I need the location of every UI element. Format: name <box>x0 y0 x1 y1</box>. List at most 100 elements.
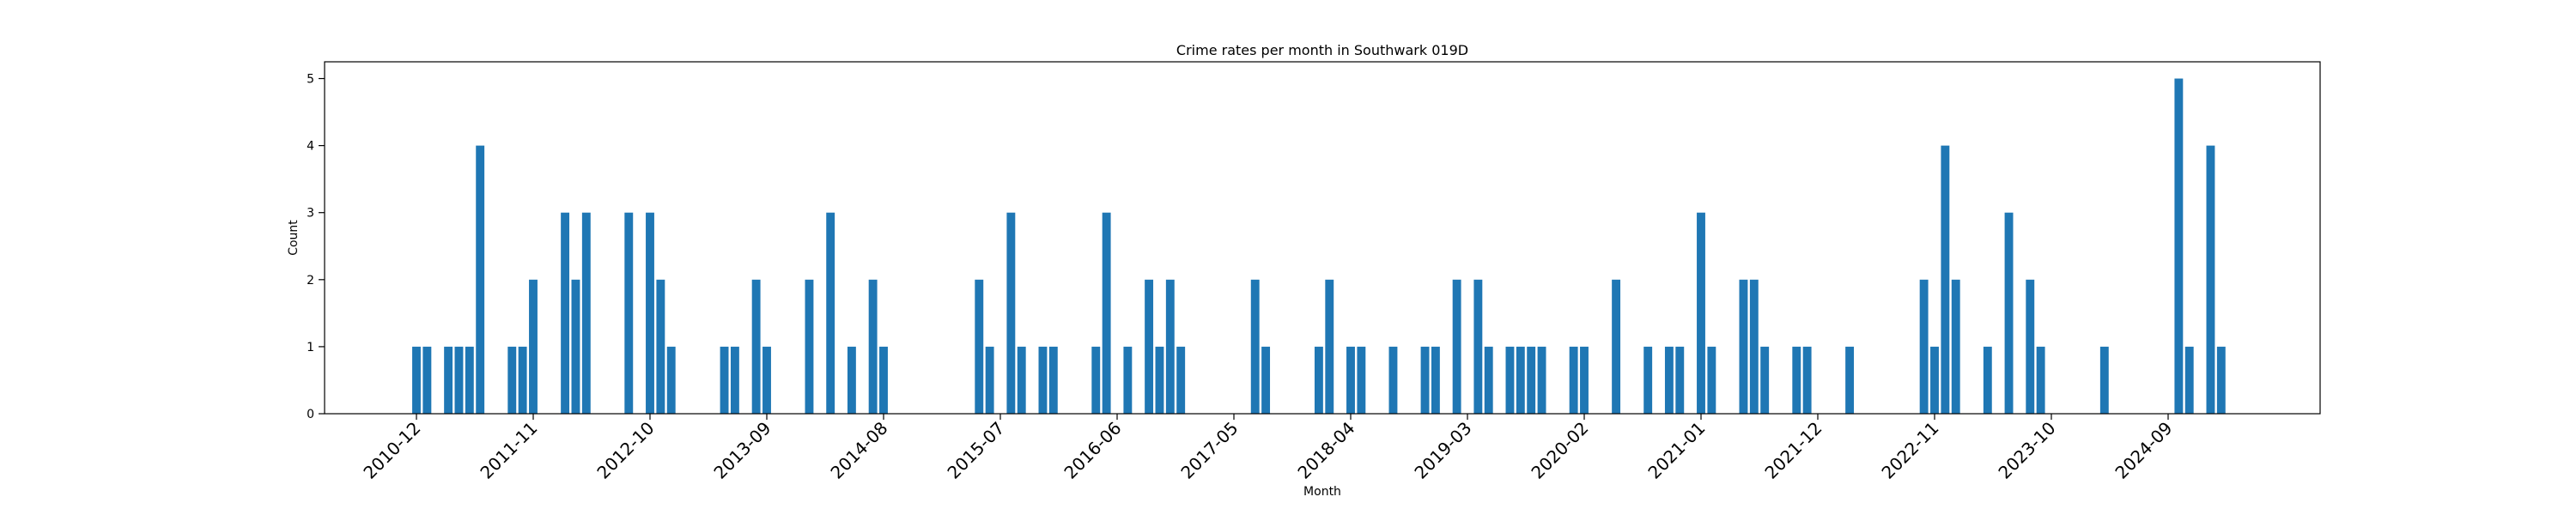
y-tick-label: 3 <box>307 207 314 221</box>
x-tick-label: 2016-06 <box>1060 418 1125 483</box>
bar <box>868 279 878 414</box>
bar <box>561 212 570 414</box>
bar <box>624 212 634 414</box>
bar <box>847 346 856 414</box>
bar <box>1612 279 1621 414</box>
bar <box>656 279 665 414</box>
bar <box>2004 212 2014 414</box>
bar <box>1325 279 1334 414</box>
y-axis-label: Count <box>287 220 301 256</box>
bar <box>975 279 984 414</box>
bar <box>1357 346 1366 414</box>
bar <box>1048 346 1058 414</box>
bar <box>666 346 676 414</box>
bar <box>1930 346 1939 414</box>
x-tick-label: 2010-12 <box>359 418 424 483</box>
bar <box>720 346 729 414</box>
bar <box>571 279 580 414</box>
bar <box>581 212 591 414</box>
bar <box>1537 346 1546 414</box>
bar <box>1388 346 1398 414</box>
bar <box>2099 346 2109 414</box>
bar <box>826 212 835 414</box>
bar <box>985 346 994 414</box>
bar <box>1569 346 1578 414</box>
chart-title: Crime rates per month in Southwark 019D <box>1176 42 1468 58</box>
x-tick-label: 2021-12 <box>1760 418 1826 483</box>
bar <box>762 346 771 414</box>
bar <box>646 212 654 414</box>
x-tick-label: 2012-10 <box>592 418 658 483</box>
bar <box>1006 212 1016 414</box>
x-tick-label: 2017-05 <box>1176 418 1242 483</box>
bar <box>2206 145 2215 414</box>
bar <box>1845 346 1855 414</box>
plot-frame <box>324 61 2321 415</box>
bar <box>476 145 485 414</box>
bar <box>1739 279 1748 414</box>
bar <box>1431 346 1440 414</box>
x-tick-label: 2024-09 <box>2111 418 2176 483</box>
bar <box>1707 346 1716 414</box>
bar <box>1749 279 1759 414</box>
bar <box>1697 212 1705 414</box>
x-tick-label: 2014-08 <box>826 418 891 483</box>
bar <box>1176 346 1186 414</box>
y-tick-label: 1 <box>307 341 314 354</box>
bar <box>1527 346 1536 414</box>
x-tick-label: 2013-09 <box>709 418 775 483</box>
y-tick-label: 5 <box>307 73 314 87</box>
x-axis: 2010-12 2011-11 2012-10 2013-09 2014-08 2015-… <box>359 414 2177 483</box>
bar <box>444 346 453 414</box>
bar <box>529 279 538 414</box>
bar <box>1675 346 1685 414</box>
bar <box>1145 279 1154 414</box>
y-axis: 0 1 2 3 4 5 <box>307 73 325 421</box>
x-tick-label: 2020-02 <box>1527 418 1592 483</box>
x-tick-label: 2022-11 <box>1877 418 1942 483</box>
bar <box>2036 346 2045 414</box>
x-tick-label: 2011-11 <box>476 418 541 483</box>
bar <box>1123 346 1133 414</box>
bar <box>1941 145 1950 414</box>
bar <box>1102 212 1111 414</box>
bar <box>1792 346 1801 414</box>
bar <box>879 346 888 414</box>
bar <box>518 346 527 414</box>
bar <box>1165 279 1175 414</box>
bar <box>1452 279 1461 414</box>
bar <box>1250 279 1260 414</box>
bar <box>422 346 432 414</box>
bar <box>454 346 464 414</box>
y-tick-label: 0 <box>307 408 314 421</box>
bar <box>1155 346 1164 414</box>
bar <box>507 346 517 414</box>
bar <box>1802 346 1812 414</box>
bar <box>1484 346 1493 414</box>
x-tick-label: 2019-03 <box>1410 418 1475 483</box>
bar <box>2216 346 2226 414</box>
x-tick-label: 2018-04 <box>1293 418 1358 483</box>
bar <box>465 346 474 414</box>
bar <box>1261 346 1271 414</box>
bar <box>1091 346 1101 414</box>
bar <box>2184 346 2194 414</box>
bar <box>1038 346 1048 414</box>
x-tick-label: 2023-10 <box>1994 418 2059 483</box>
bar <box>1919 279 1929 414</box>
bar <box>751 279 761 414</box>
bar <box>1664 346 1674 414</box>
bar <box>1314 346 1323 414</box>
bar <box>2174 78 2184 415</box>
bar <box>730 346 739 414</box>
x-tick-label: 2015-07 <box>943 418 1008 483</box>
y-tick-label: 4 <box>307 140 314 154</box>
bar <box>1346 346 1355 414</box>
bar <box>805 279 814 414</box>
x-tick-label: 2021-01 <box>1643 418 1709 483</box>
bar <box>1643 346 1653 414</box>
bar <box>1580 346 1589 414</box>
bar <box>1017 346 1026 414</box>
